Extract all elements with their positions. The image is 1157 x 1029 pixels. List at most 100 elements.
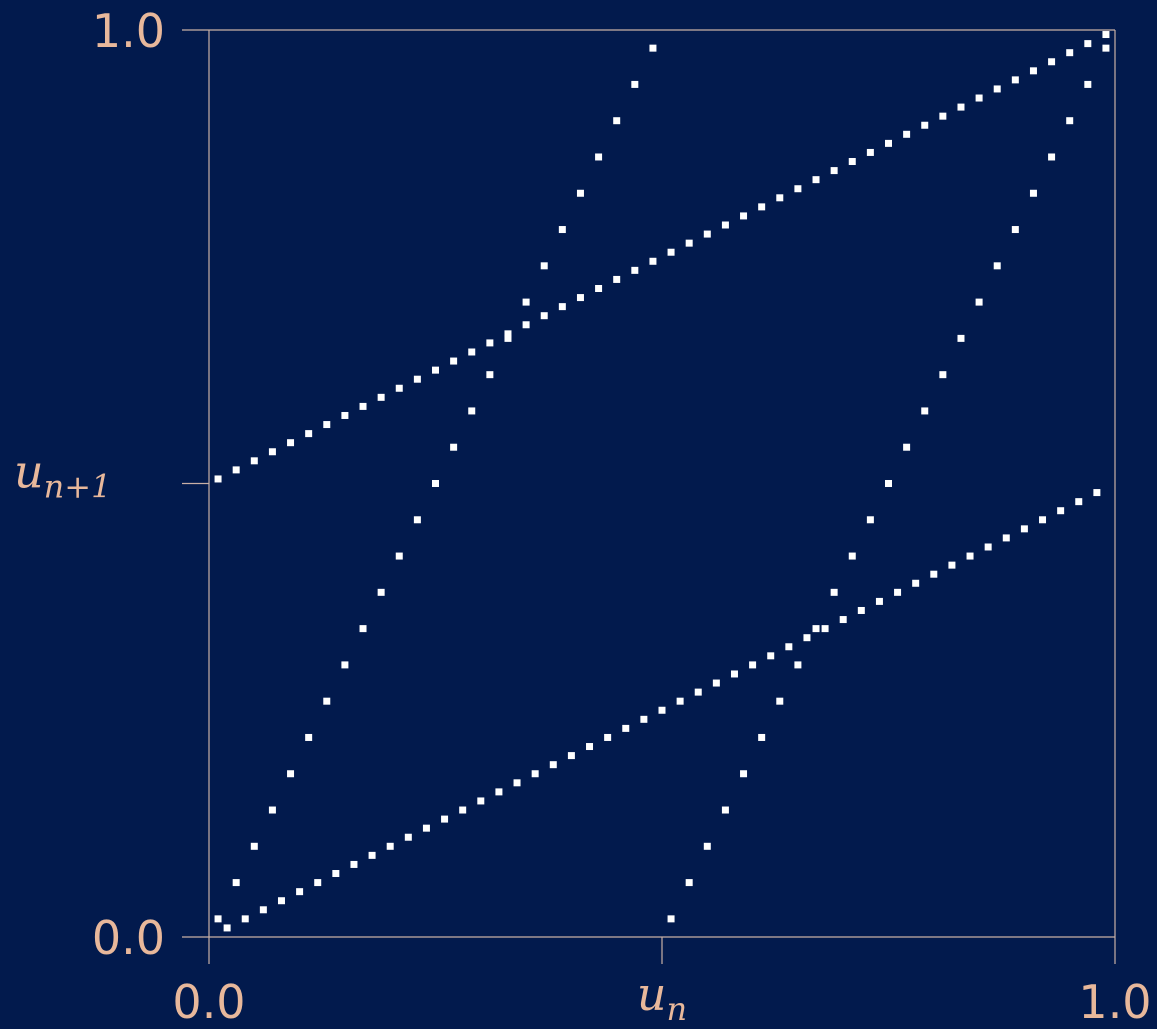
data-point-s1-8 <box>360 403 367 410</box>
data-point-s1-48 <box>1084 40 1091 47</box>
data-point-s2-44 <box>1021 525 1028 532</box>
data-point-s2-2 <box>260 906 267 913</box>
data-point-s2-45 <box>1039 516 1046 523</box>
y-tick-label-0: 0.0 <box>92 911 165 965</box>
data-point-s0-37 <box>885 480 892 487</box>
data-point-s2-41 <box>967 553 974 560</box>
data-point-s1-7 <box>341 412 348 419</box>
data-point-s1-18 <box>541 312 548 319</box>
data-point-s1-26 <box>686 240 693 247</box>
data-point-s0-29 <box>740 770 747 777</box>
data-point-s0-11 <box>414 516 421 523</box>
data-point-s2-17 <box>532 770 539 777</box>
data-point-s2-9 <box>387 843 394 850</box>
data-point-s1-32 <box>794 185 801 192</box>
data-point-s1-36 <box>867 149 874 156</box>
data-point-s0-45 <box>1030 190 1037 197</box>
data-point-s2-38 <box>912 580 919 587</box>
data-point-s2-1 <box>242 915 249 922</box>
data-point-s1-44 <box>1012 76 1019 83</box>
data-point-s2-13 <box>459 807 466 814</box>
data-point-s1-16 <box>504 330 511 337</box>
data-point-s0-20 <box>577 190 584 197</box>
x-tick-label-1: 1.0 <box>1078 975 1151 1029</box>
data-point-s1-30 <box>758 203 765 210</box>
data-point-s2-0 <box>224 924 231 931</box>
data-point-s1-49 <box>1102 31 1109 38</box>
data-point-s0-18 <box>541 262 548 269</box>
data-point-s0-48 <box>1084 81 1091 88</box>
data-point-s0-24 <box>649 45 656 52</box>
data-point-s1-28 <box>722 222 729 229</box>
data-point-s2-32 <box>803 634 810 641</box>
data-point-s1-35 <box>849 158 856 165</box>
data-point-s0-41 <box>957 335 964 342</box>
data-point-s0-7 <box>341 661 348 668</box>
data-point-s2-24 <box>659 707 666 714</box>
data-point-s2-25 <box>677 698 684 705</box>
data-point-s2-19 <box>568 752 575 759</box>
data-point-s2-15 <box>495 788 502 795</box>
y-tick-label-1: 1.0 <box>92 4 165 58</box>
data-point-s0-38 <box>903 444 910 451</box>
data-point-s1-14 <box>468 348 475 355</box>
data-point-s0-40 <box>939 371 946 378</box>
data-point-s1-10 <box>396 385 403 392</box>
data-point-s0-28 <box>722 807 729 814</box>
data-point-s1-38 <box>903 131 910 138</box>
data-point-s2-47 <box>1075 498 1082 505</box>
data-point-s0-25 <box>668 915 675 922</box>
data-point-s1-23 <box>631 267 638 274</box>
data-point-s1-43 <box>994 85 1001 92</box>
data-point-s2-35 <box>858 607 865 614</box>
data-point-s1-20 <box>577 294 584 301</box>
data-point-s0-1 <box>233 879 240 886</box>
data-point-s0-23 <box>631 81 638 88</box>
data-point-s0-3 <box>269 807 276 814</box>
data-point-s1-12 <box>432 367 439 374</box>
data-point-s0-12 <box>432 480 439 487</box>
data-point-s2-27 <box>713 680 720 687</box>
data-point-s0-31 <box>776 698 783 705</box>
data-point-s2-43 <box>1003 534 1010 541</box>
data-point-s0-33 <box>813 625 820 632</box>
data-point-s1-37 <box>885 140 892 147</box>
data-point-s0-46 <box>1048 153 1055 160</box>
data-point-s0-43 <box>994 262 1001 269</box>
data-point-s1-29 <box>740 212 747 219</box>
x-tick-label-0: 0.0 <box>172 975 245 1029</box>
data-point-s2-48 <box>1093 489 1100 496</box>
data-point-s0-10 <box>396 553 403 560</box>
data-point-s0-34 <box>831 589 838 596</box>
data-point-s0-15 <box>486 371 493 378</box>
data-point-s2-26 <box>695 689 702 696</box>
data-point-s1-33 <box>813 176 820 183</box>
data-point-s0-17 <box>523 299 530 306</box>
data-point-s2-7 <box>350 861 357 868</box>
data-point-s2-8 <box>369 852 376 859</box>
data-point-s1-40 <box>939 113 946 120</box>
data-point-s1-1 <box>233 466 240 473</box>
data-point-s2-6 <box>332 870 339 877</box>
data-point-s0-8 <box>360 625 367 632</box>
data-point-s1-39 <box>921 122 928 129</box>
data-point-s0-42 <box>976 299 983 306</box>
data-point-s2-11 <box>423 825 430 832</box>
data-point-s1-0 <box>215 475 222 482</box>
data-point-s2-4 <box>296 888 303 895</box>
data-point-s2-31 <box>785 643 792 650</box>
data-point-s2-39 <box>930 571 937 578</box>
data-point-s1-42 <box>976 95 983 102</box>
data-point-s0-14 <box>468 407 475 414</box>
data-point-s2-14 <box>477 797 484 804</box>
data-point-s1-22 <box>613 276 620 283</box>
data-point-s1-6 <box>323 421 330 428</box>
data-point-s1-5 <box>305 430 312 437</box>
data-point-s0-6 <box>323 698 330 705</box>
data-point-s2-28 <box>731 670 738 677</box>
data-point-s1-4 <box>287 439 294 446</box>
data-point-s2-3 <box>278 897 285 904</box>
data-point-s0-4 <box>287 770 294 777</box>
data-point-s2-16 <box>514 779 521 786</box>
